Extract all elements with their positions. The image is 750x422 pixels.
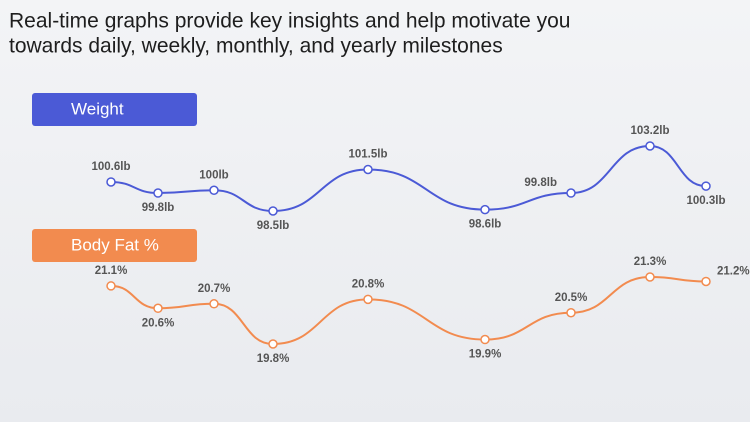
point [645, 141, 655, 151]
point [701, 181, 711, 191]
value-label: 19.8% [257, 353, 290, 365]
point [106, 177, 116, 187]
point [268, 206, 278, 216]
value-label: 100.6lb [92, 161, 131, 173]
point [363, 294, 373, 305]
value-label: 20.8% [352, 278, 385, 290]
value-label: 19.9% [469, 349, 502, 361]
value-label: 21.3% [634, 256, 667, 268]
badge-title: Body Fat % [71, 235, 159, 254]
point [701, 276, 711, 287]
point [480, 334, 490, 345]
value-label: 21.2% [717, 265, 750, 277]
value-label: 98.6lb [469, 219, 502, 231]
value-label: 101.5lb [349, 149, 388, 161]
value-label: 21.1% [95, 265, 128, 277]
badge-title: Weight [71, 99, 124, 118]
value-label: 20.5% [555, 292, 588, 304]
value-label: 100.3lb [687, 195, 726, 207]
point [645, 272, 655, 282]
value-label: 103.2lb [631, 125, 670, 137]
point [566, 188, 576, 198]
line [110, 275, 707, 346]
value-label: 99.8lb [142, 202, 175, 214]
point [209, 185, 219, 196]
value-label: 100lb [199, 169, 228, 181]
point [566, 307, 576, 318]
value-label: 98.5lb [257, 220, 290, 232]
line [110, 144, 707, 213]
point [480, 204, 490, 215]
value-label: 20.7% [198, 283, 231, 295]
badge [32, 229, 197, 262]
badge [32, 93, 197, 126]
headline: towards daily, weekly, monthly, and year… [9, 35, 503, 58]
headline: Real-time graphs provide key insights an… [9, 10, 570, 33]
point [153, 188, 163, 198]
point [268, 339, 278, 349]
point [209, 299, 219, 309]
value-label: 99.8lb [524, 177, 557, 189]
point [153, 303, 163, 314]
point [106, 281, 116, 291]
point [363, 164, 373, 175]
value-label: 20.6% [142, 317, 175, 329]
